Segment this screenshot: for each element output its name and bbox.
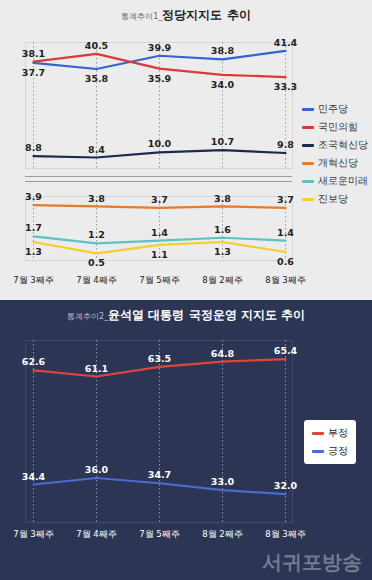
svg-text:41.4: 41.4 [274,37,298,48]
svg-text:33.3: 33.3 [274,81,297,92]
svg-text:8월 3째주: 8월 3째주 [265,275,306,285]
html-text:통계추이2_윤석열 대통령 국정운영 지지도 추이: 통계추이2_윤석열 대통령 국정운영 지지도 추이 [67,308,305,322]
svg-text:34.0: 34.0 [211,79,235,90]
svg-text:1.2: 1.2 [88,229,105,240]
svg-text:8월 3째주: 8월 3째주 [265,529,306,539]
svg-text:33.0: 33.0 [211,476,235,487]
svg-text:1.3: 1.3 [214,246,231,257]
svg-text:38.8: 38.8 [211,45,235,56]
svg-text:62.6: 62.6 [22,356,46,367]
svg-text:8월 2째주: 8월 2째주 [202,529,243,539]
svg-text:1.7: 1.7 [25,222,42,233]
html-text:진보당: 진보당 [318,192,348,204]
svg-text:37.7: 37.7 [22,67,45,78]
svg-text:1.1: 1.1 [151,249,168,260]
html-text:서귀포방송: 서귀포방송 [262,550,362,574]
svg-text:39.9: 39.9 [148,42,171,53]
svg-text:32.0: 32.0 [274,480,298,491]
svg-text:3.8: 3.8 [214,192,231,203]
svg-text:34.7: 34.7 [148,469,171,480]
svg-text:8.8: 8.8 [25,142,42,153]
svg-text:7월 4째주: 7월 4째주 [76,529,117,539]
svg-text:1.3: 1.3 [25,246,42,257]
svg-text:61.1: 61.1 [85,363,108,374]
svg-text:40.5: 40.5 [85,40,108,51]
svg-text:35.8: 35.8 [85,73,109,84]
svg-text:1.6: 1.6 [214,224,231,235]
svg-text:3.9: 3.9 [25,191,42,202]
svg-text:3.7: 3.7 [277,194,294,205]
svg-text:7월 3째주: 7월 3째주 [13,529,54,539]
svg-text:7월 4째주: 7월 4째주 [76,275,117,285]
html-text:국민의힘: 국민의힘 [318,120,358,132]
svg-text:1.4: 1.4 [277,227,294,238]
html-text:조국혁신당: 조국혁신당 [318,138,368,150]
svg-text:7월 5째주: 7월 5째주 [139,275,180,285]
svg-text:8월 2째주: 8월 2째주 [202,275,243,285]
svg-text:65.4: 65.4 [274,345,298,356]
svg-text:63.5: 63.5 [148,353,171,364]
html-text:부정: 부정 [328,426,348,438]
svg-text:0.6: 0.6 [277,256,294,267]
html-text:새로운미래: 새로운미래 [318,174,368,186]
svg-text:36.0: 36.0 [85,464,109,475]
svg-text:7월 5째주: 7월 5째주 [139,529,180,539]
svg-text:3.7: 3.7 [151,194,168,205]
svg-text:8.4: 8.4 [88,144,105,155]
svg-text:34.4: 34.4 [22,471,46,482]
svg-text:0.5: 0.5 [88,257,105,268]
svg-text:7월 3째주: 7월 3째주 [13,275,54,285]
html-text:개혁신당: 개혁신당 [318,156,358,168]
svg-text:35.9: 35.9 [148,73,171,84]
svg-text:10.0: 10.0 [148,138,172,149]
svg-text:10.7: 10.7 [211,136,234,147]
svg-text:38.1: 38.1 [22,48,45,59]
svg-text:1.4: 1.4 [151,227,168,238]
svg-text:3.8: 3.8 [88,192,105,203]
html-text:민주당: 민주당 [318,102,348,114]
html-text:통계추이1_정당지지도 추이: 통계추이1_정당지지도 추이 [121,8,251,22]
svg-text:64.8: 64.8 [211,348,235,359]
html-text:긍정: 긍정 [328,444,348,456]
svg-text:9.8: 9.8 [277,139,294,150]
